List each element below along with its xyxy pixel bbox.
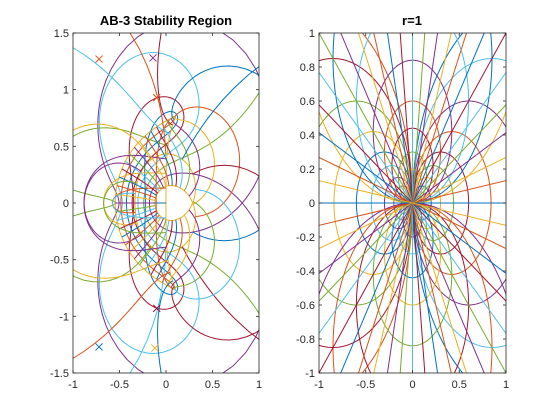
- ray-curve: [174, 106, 241, 217]
- ray-curve: [174, 189, 241, 300]
- ray-curve: [73, 47, 171, 373]
- y-tick-label: -1: [59, 311, 69, 323]
- ray-curve: [111, 187, 167, 214]
- ray-curve: [166, 120, 191, 192]
- y-tick-label: 0: [309, 198, 315, 210]
- ray-curve: [83, 154, 167, 244]
- y-tick-label: -1.5: [50, 368, 69, 380]
- x-marker: [95, 55, 103, 63]
- x-tick-label: 0.5: [205, 379, 220, 391]
- ray-curve: [156, 219, 178, 280]
- ray-curve: [173, 116, 215, 205]
- x-tick-label: -0.5: [356, 379, 375, 391]
- y-tick-label: 1: [309, 28, 315, 40]
- right-axes: r=1 -1 -0.5 0 0.5 1 -1 -0.8 -0.6 -0.4 -0.2 0 0.2 0.4…: [296, 13, 509, 391]
- ray-curve: [156, 126, 178, 187]
- ray-curve: [118, 210, 157, 230]
- ray-curve: [171, 65, 259, 242]
- x-tick-label: 0: [409, 379, 415, 391]
- ray-curve: [161, 123, 183, 188]
- ray-curve: [73, 33, 171, 359]
- y-tick-label: 0: [63, 198, 69, 210]
- ray-curve: [125, 214, 160, 246]
- y-tick-label: -0.8: [296, 334, 315, 346]
- x-tick-label: -0.5: [110, 379, 129, 391]
- ray-curve: [170, 209, 201, 288]
- ray-curve: [166, 214, 191, 286]
- ray-curve: [73, 123, 169, 279]
- x-marker: [152, 93, 161, 102]
- y-tick-label: 0.4: [300, 130, 315, 142]
- right-chart-title: r=1: [402, 13, 422, 28]
- x-marker: [152, 304, 161, 313]
- left-chart-title: AB-3 Stability Region: [100, 13, 232, 28]
- y-tick-label: 1: [63, 85, 69, 97]
- ray-curve: [121, 168, 159, 194]
- ray-curve: [103, 180, 167, 234]
- ray-curve: [129, 216, 162, 253]
- ray-curve: [157, 66, 259, 373]
- ray-curve: [115, 205, 156, 213]
- x-tick-label: -1: [314, 379, 324, 391]
- ray-curve: [139, 140, 167, 187]
- x-marker: [150, 344, 159, 352]
- ray-curve: [150, 130, 173, 186]
- y-tick-label: -0.4: [296, 266, 315, 278]
- ray-curve: [118, 176, 157, 196]
- ray-curve: [116, 185, 156, 199]
- ray-curve: [111, 192, 167, 219]
- ray-curve: [115, 193, 156, 201]
- ray-curve: [144, 135, 170, 186]
- y-tick-label: -0.5: [50, 255, 69, 267]
- x-tick-label: 0.5: [452, 379, 467, 391]
- x-tick-label: 0: [163, 379, 169, 391]
- ray-curve: [129, 153, 162, 190]
- ray-curve: [134, 218, 164, 260]
- y-tick-label: -1: [305, 368, 315, 380]
- x-tick-label: 1: [256, 379, 262, 391]
- x-tick-label: 1: [503, 379, 509, 391]
- y-tick-label: -0.2: [296, 232, 315, 244]
- ray-curve: [83, 162, 167, 252]
- y-tick-label: -0.6: [296, 300, 315, 312]
- x-marker: [149, 54, 157, 62]
- ray-curve: [139, 219, 167, 266]
- ray-curve: [103, 172, 167, 226]
- field-ray: [319, 180, 506, 226]
- x-tick-label: -1: [68, 379, 78, 391]
- ray-curve: [150, 220, 173, 276]
- y-tick-label: 0.5: [54, 141, 69, 153]
- y-tick-label: 0.6: [300, 96, 315, 108]
- ray-curve: [161, 218, 183, 283]
- ray-curve: [144, 220, 170, 271]
- ray-curve: [116, 207, 156, 221]
- y-tick-label: 0.8: [300, 62, 315, 74]
- right-curves: [319, 33, 506, 373]
- ray-curve: [173, 201, 215, 290]
- y-tick-label: 1.5: [54, 28, 69, 40]
- y-tick-label: 0.2: [300, 164, 315, 176]
- ray-curve: [171, 164, 259, 341]
- ray-curve: [134, 146, 164, 188]
- x-marker: [95, 343, 103, 351]
